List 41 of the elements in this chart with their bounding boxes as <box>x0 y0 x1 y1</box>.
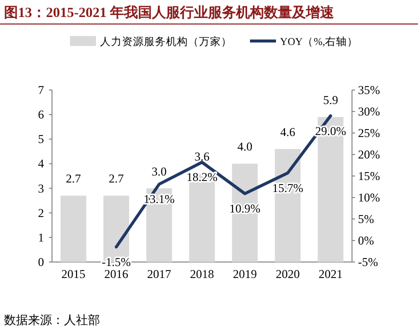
x-tick-label: 2015 <box>61 267 86 281</box>
y-tick-label: 3 <box>38 181 44 196</box>
data-label: 4.6 <box>280 124 296 139</box>
y-tick-label: 1 <box>38 230 44 244</box>
x-tick-label: 2018 <box>190 267 214 281</box>
data-label: 10.9% <box>229 202 260 216</box>
legend-label: 人力资源服务机构（万家） <box>100 35 232 48</box>
y2-tick-label: 10% <box>358 190 380 204</box>
data-label: 2.7 <box>66 172 81 186</box>
y-tick-label: 2 <box>38 206 44 220</box>
data-label: 4.0 <box>237 140 252 154</box>
data-label: 2.7 <box>108 172 124 186</box>
chart-title: 图13：2015-2021 年我国人服行业服务机构数量及增速 <box>4 5 336 21</box>
x-tick-label: 2020 <box>276 267 300 281</box>
data-label: -1.5% <box>102 254 131 269</box>
y2-tick-label: 15% <box>358 169 380 183</box>
y2-tick-label: 25% <box>358 126 380 140</box>
data-label: 5.9 <box>323 93 338 108</box>
data-label: 18.2% <box>186 170 218 184</box>
y2-tick-label: -5% <box>358 255 378 269</box>
x-tick-label: 2017 <box>147 267 172 281</box>
y-tick-label: 0 <box>38 255 44 269</box>
bar <box>189 174 215 262</box>
bar <box>60 196 86 262</box>
data-label: 3.6 <box>194 150 210 164</box>
data-label: 3.0 <box>152 164 167 178</box>
y-tick-label: 7 <box>38 83 44 97</box>
y-tick-label: 6 <box>38 108 44 122</box>
y-tick-label: 4 <box>38 156 44 171</box>
y2-tick-label: 30% <box>358 104 380 118</box>
x-tick-label: 2019 <box>232 267 257 281</box>
source-note: 数据来源：人社部 <box>4 313 100 327</box>
x-tick-label: 2021 <box>318 267 343 281</box>
x-tick-label: 2016 <box>104 267 128 281</box>
y2-tick-label: 20% <box>358 148 380 162</box>
y2-tick-label: 5% <box>358 212 374 226</box>
y-tick-label: 5 <box>38 132 44 146</box>
data-label: 15.7% <box>272 180 304 195</box>
legend-label: YOY（%,右轴） <box>280 35 358 48</box>
y2-tick-label: 0% <box>358 234 374 248</box>
y2-tick-label: 35% <box>358 83 380 97</box>
